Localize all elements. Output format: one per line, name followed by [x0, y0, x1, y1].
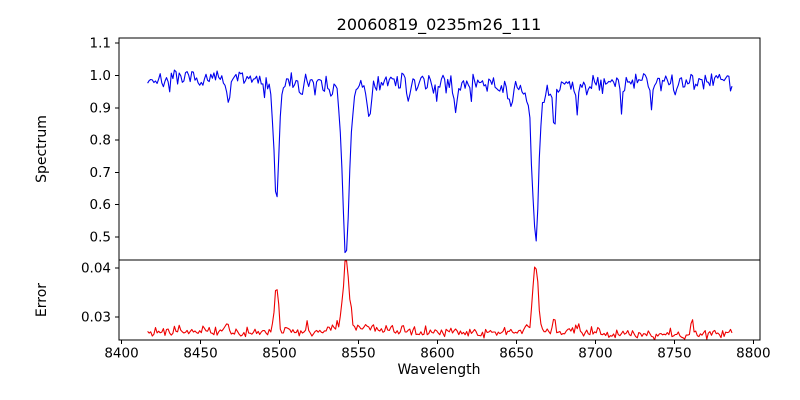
x-tick-label: 8400	[104, 346, 138, 362]
spectrum-yaxis-label: Spectrum	[34, 115, 50, 183]
y-tick-label: 0.8	[90, 133, 111, 149]
xaxis-label: Wavelength	[397, 362, 480, 378]
x-tick-label: 8750	[657, 346, 691, 362]
x-tick-label: 8700	[578, 346, 612, 362]
error-panel	[118, 259, 761, 341]
y-tick-label: 0.7	[90, 165, 111, 181]
y-tick-label: 0.6	[90, 197, 111, 213]
error-yaxis-label: Error	[34, 283, 50, 317]
spectrum-panel	[118, 37, 761, 261]
x-tick-label: 8650	[499, 346, 533, 362]
y-tick-label: 0.03	[81, 309, 111, 325]
y-tick-label: 0.9	[90, 100, 111, 116]
x-tick-label: 8550	[341, 346, 375, 362]
x-tick-label: 8500	[262, 346, 296, 362]
error-line	[147, 260, 733, 340]
y-tick-label: 1.1	[90, 36, 111, 52]
x-tick-label: 8450	[183, 346, 217, 362]
chart-title: 20060819_0235m26_111	[337, 15, 542, 35]
y-tick-label: 0.04	[81, 260, 111, 276]
y-tick-label: 0.5	[90, 230, 111, 246]
y-tick-label: 1.0	[90, 68, 111, 84]
x-tick-label: 8800	[736, 346, 770, 362]
spectrum-line	[147, 69, 733, 254]
x-tick-label: 8600	[420, 346, 454, 362]
